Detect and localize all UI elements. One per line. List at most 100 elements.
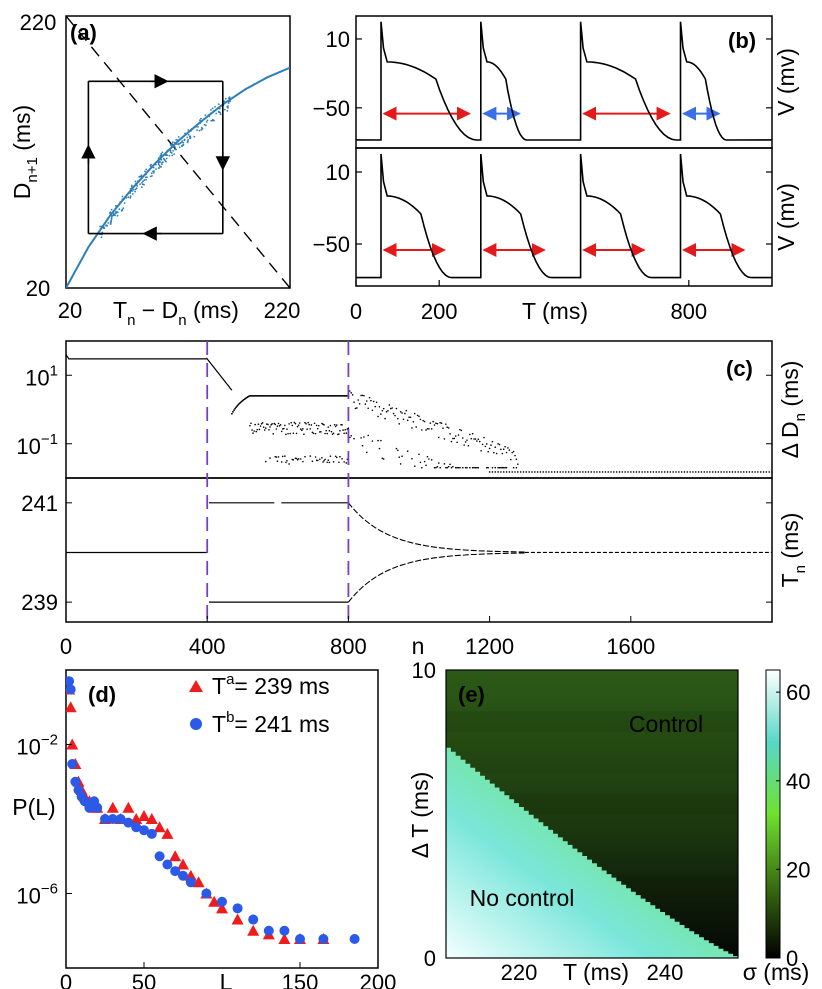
restitution-point	[187, 129, 190, 131]
delta-D-point	[508, 449, 511, 451]
restitution-point	[180, 145, 183, 147]
delta-D-point	[329, 424, 332, 427]
restitution-point	[129, 190, 132, 193]
delta-D-point	[607, 471, 610, 473]
delta-D-point	[392, 412, 395, 415]
delta-D-point	[675, 471, 677, 473]
delta-D-point	[375, 401, 378, 404]
delta-D-point	[469, 466, 471, 469]
panel-d-frame	[65, 669, 379, 969]
restitution-point	[213, 119, 215, 122]
point-241ms	[70, 776, 81, 787]
delta-D-point	[666, 471, 669, 473]
restitution-point	[131, 184, 133, 187]
xtick-label: 800	[670, 299, 707, 324]
delta-D-point	[361, 394, 364, 397]
delta-D-point	[726, 471, 728, 473]
restitution-point	[224, 97, 227, 100]
delta-D-point	[491, 440, 494, 443]
point-241ms	[232, 903, 243, 914]
delta-D-point	[703, 471, 706, 473]
delta-D-point	[360, 394, 362, 397]
delta-D-point	[425, 464, 427, 467]
delta-D-point	[443, 463, 446, 465]
delta-D-point	[327, 426, 330, 428]
delta-D-point	[338, 461, 340, 464]
restitution-point	[129, 197, 132, 199]
delta-D-point	[280, 430, 283, 433]
delta-D-point	[326, 432, 329, 435]
delta-D-point	[250, 422, 252, 425]
delta-D-point	[399, 463, 402, 465]
delta-D-point	[452, 437, 454, 440]
restitution-point	[100, 225, 103, 228]
point-241ms	[248, 914, 259, 925]
delta-D-point	[709, 471, 711, 473]
delta-D-point	[275, 456, 278, 458]
delta-D-point	[556, 471, 559, 473]
point-241ms	[295, 934, 305, 945]
panel-c-bottom-ylabel-part: n	[792, 565, 809, 573]
delta-D-point	[517, 471, 519, 473]
delta-D-point	[507, 447, 509, 449]
delta-D-point	[446, 426, 449, 429]
restitution-point	[125, 194, 128, 196]
restitution-point	[166, 149, 169, 152]
delta-D-point	[469, 433, 471, 436]
restitution-point	[163, 158, 166, 161]
delta-D-point	[511, 451, 513, 454]
restitution-point	[177, 139, 179, 142]
voltage-trace	[356, 153, 772, 279]
xtick-label: 800	[330, 634, 367, 659]
delta-D-point	[264, 460, 267, 463]
panel-a-xlabel-part: − D	[135, 297, 178, 323]
delta-D-point	[476, 440, 478, 442]
point-241ms	[162, 859, 173, 870]
delta-D-point	[476, 466, 478, 469]
delta-D-point	[484, 445, 487, 448]
ytick-label-part: −6	[41, 881, 58, 898]
delta-D-point	[401, 412, 403, 414]
panel-b-top-frame	[355, 15, 773, 149]
delta-D-point	[531, 471, 533, 473]
delta-D-point	[324, 432, 326, 435]
delta-D-point	[519, 471, 522, 473]
delta-D-point	[303, 433, 305, 435]
delta-D-point	[326, 461, 329, 464]
restitution-point	[134, 188, 137, 191]
point-239ms	[145, 813, 158, 824]
delta-D-point	[491, 471, 494, 473]
delta-D-point	[302, 427, 304, 430]
delta-D-point	[261, 422, 264, 424]
restitution-point	[208, 115, 211, 118]
panel-c-top-frame	[65, 340, 773, 479]
delta-D-point	[661, 471, 663, 473]
delta-D-point	[714, 471, 717, 473]
restitution-point	[115, 212, 117, 215]
delta-D-point	[663, 471, 666, 473]
delta-D-point	[494, 446, 497, 449]
restitution-point	[206, 119, 209, 122]
delta-D-point	[279, 423, 282, 426]
panel-a-plot-area	[66, 16, 290, 288]
restitution-point	[217, 107, 220, 110]
restitution-point	[187, 134, 190, 136]
restitution-point	[122, 207, 125, 210]
xtick-label: 200	[360, 970, 397, 989]
panel-a-xlabel-part: T	[113, 297, 127, 323]
delta-D-point	[302, 460, 304, 463]
restitution-point	[111, 214, 113, 217]
delta-D-point	[332, 461, 335, 463]
restitution-point	[179, 142, 182, 145]
delta-D-point	[512, 450, 515, 453]
restitution-point	[161, 161, 164, 164]
delta-D-point	[581, 471, 584, 473]
delta-D-point	[686, 471, 689, 473]
delta-D-point	[354, 407, 357, 410]
delta-D-point	[473, 466, 475, 469]
delta-D-point	[347, 427, 350, 430]
delta-D-point	[768, 471, 770, 473]
delta-D-point	[267, 423, 269, 426]
delta-D-point	[418, 415, 420, 418]
restitution-point	[132, 193, 134, 195]
